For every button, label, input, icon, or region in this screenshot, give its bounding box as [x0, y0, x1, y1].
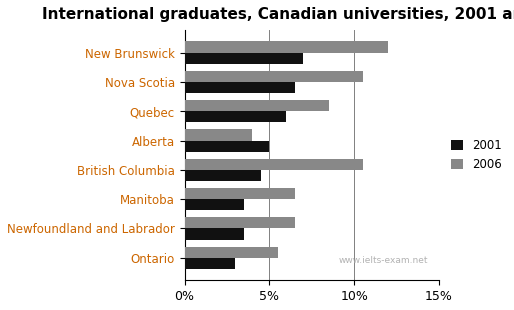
Title: International graduates, Canadian universities, 2001 and 2006: International graduates, Canadian univer… [42, 7, 514, 22]
Text: www.ielts-exam.net: www.ielts-exam.net [338, 256, 428, 265]
Bar [185, 82, 295, 93]
Bar [185, 247, 278, 258]
Bar [185, 111, 286, 122]
Legend: 2001, 2006: 2001, 2006 [448, 136, 506, 175]
Bar [185, 129, 252, 140]
Bar [185, 170, 261, 181]
Bar [185, 140, 269, 152]
Bar [185, 53, 303, 64]
Bar [185, 42, 388, 53]
Bar [185, 71, 363, 82]
Bar [185, 100, 329, 111]
Bar [185, 188, 295, 199]
Bar [185, 217, 295, 228]
Bar [185, 199, 244, 210]
Bar [185, 258, 235, 269]
Bar [185, 228, 244, 240]
Bar [185, 159, 363, 170]
